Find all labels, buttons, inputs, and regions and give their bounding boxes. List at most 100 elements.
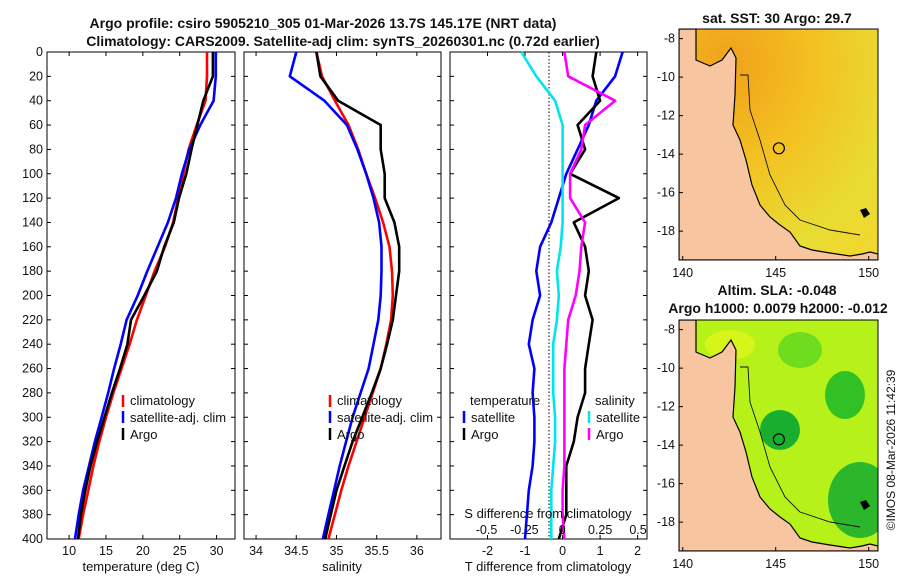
sla-map-subtitle: Argo h1000: 0.0079 h2000: -0.012 xyxy=(668,300,888,316)
sla-blob xyxy=(760,410,800,450)
legend-label-argo: Argo xyxy=(130,427,157,442)
x-tick-label: 1 xyxy=(597,544,604,558)
sst-land-mass xyxy=(679,29,878,260)
x-tick-label: 36 xyxy=(410,544,424,558)
x-tick-label: 35.5 xyxy=(365,544,389,558)
depth-tick-label: 380 xyxy=(22,508,43,522)
s-diff-tick-label: -0.5 xyxy=(476,523,498,537)
legend-label-s-satellite: satellite xyxy=(596,410,640,425)
x-tick-label: 10 xyxy=(62,544,76,558)
sst-map-lon-ticks: 140 145 150 xyxy=(672,256,879,280)
legend-title-salinity: salinity xyxy=(595,393,635,408)
legend-label-t-argo: Argo xyxy=(471,427,498,442)
x-tick-label: 0 xyxy=(559,544,566,558)
salinity-legend: climatology satellite-adj. clim Argo xyxy=(328,393,433,442)
depth-tick-label: 400 xyxy=(22,532,43,546)
sla-land-mass xyxy=(679,320,878,551)
lat-tick-label: -10 xyxy=(657,70,675,84)
lat-tick-label: -14 xyxy=(657,438,675,452)
lat-tick-label: -8 xyxy=(664,32,675,46)
x-tick-label: 34.5 xyxy=(284,544,308,558)
sla-reef-island xyxy=(860,500,870,510)
depth-tick-label: 20 xyxy=(29,69,43,83)
series-line-s-satellite xyxy=(520,51,564,539)
sst-map-title: sat. SST: 30 Argo: 29.7 xyxy=(702,10,852,26)
s-diff-tick-label: 0.5 xyxy=(629,523,646,537)
depth-tick-label: 40 xyxy=(29,94,43,108)
depth-tick-label: 0 xyxy=(36,45,43,59)
lat-tick-label: -18 xyxy=(657,224,675,238)
depth-tick-label: 200 xyxy=(22,289,43,303)
depth-tick-label: 100 xyxy=(22,167,43,181)
legend-label-satellite: satellite-adj. clim xyxy=(130,410,226,425)
credit-text: ©IMOS 08-Mar-2026 11:42:39 xyxy=(884,369,898,530)
sla-map-title: Altim. SLA: -0.048 xyxy=(717,282,836,298)
difference-depth-ticks xyxy=(450,51,647,540)
sla-map: Altim. SLA: -0.048 Argo h1000: 0.0079 h2… xyxy=(657,282,888,571)
legend-label-climatology: climatology xyxy=(337,393,403,408)
salinity-x-label: salinity xyxy=(322,559,362,574)
x-tick-label: 20 xyxy=(136,544,150,558)
sla-blob xyxy=(778,332,822,368)
series-line-climatology xyxy=(77,52,209,540)
x-tick-label: 15 xyxy=(99,544,113,558)
depth-tick-label: 60 xyxy=(29,118,43,132)
sla-blob xyxy=(825,371,865,419)
sla-blob xyxy=(828,462,878,538)
depth-tick-label: 340 xyxy=(22,459,43,473)
sla-argo-position-marker xyxy=(772,433,786,446)
depth-tick-label: 140 xyxy=(22,215,43,229)
salinity-x-ticks: 34 34.5 35 35.5 36 xyxy=(249,52,424,558)
series-line-argo xyxy=(315,51,401,540)
depth-tick-label: 180 xyxy=(22,264,43,278)
salinity-panel: 34 34.5 35 35.5 36 salinity climatology sate… xyxy=(243,51,442,574)
sst-argo-position-marker xyxy=(772,142,786,155)
sst-map-lat-ticks: -8 -10 -12 -14 -16 -18 xyxy=(657,32,683,238)
depth-tick-label: 360 xyxy=(22,483,43,497)
x-tick-label: 34 xyxy=(249,544,263,558)
lat-tick-label: -8 xyxy=(664,323,675,337)
lon-tick-label: 145 xyxy=(765,266,786,280)
sla-reef-contour xyxy=(740,366,861,528)
s-diff-tick-label: 0.25 xyxy=(588,523,612,537)
lon-tick-label: 150 xyxy=(858,557,879,571)
figure-title-line2: Climatology: CARS2009. Satellite-adj cli… xyxy=(86,33,600,49)
legend-label-t-satellite: satellite xyxy=(471,410,515,425)
depth-tick-label: 220 xyxy=(22,313,43,327)
sla-map-lat-ticks: -8 -10 -12 -14 -16 -18 xyxy=(657,323,683,529)
x-tick-label: 35 xyxy=(330,544,344,558)
sst-reef-contour xyxy=(740,74,861,236)
depth-tick-label: 120 xyxy=(22,191,43,205)
lat-tick-label: -10 xyxy=(657,361,675,375)
legend-label-satellite: satellite-adj. clim xyxy=(337,410,433,425)
series-line-s-argo xyxy=(561,51,617,540)
lon-tick-label: 140 xyxy=(672,557,693,571)
x-tick-label: -1 xyxy=(519,544,530,558)
figure-title-line1: Argo profile: csiro 5905210_305 01-Mar-2… xyxy=(90,15,557,31)
depth-tick-label: 160 xyxy=(22,240,43,254)
depth-tick-label: 80 xyxy=(29,142,43,156)
legend-label-s-argo: Argo xyxy=(596,427,623,442)
lon-tick-label: 150 xyxy=(858,266,879,280)
lat-tick-label: -12 xyxy=(657,400,675,414)
legend-label-argo: Argo xyxy=(337,427,364,442)
x-tick-label: 30 xyxy=(210,544,224,558)
lat-tick-label: -16 xyxy=(657,186,675,200)
temperature-lines xyxy=(73,52,218,540)
legend-title-temperature: temperature xyxy=(470,393,540,408)
series-line-t-argo xyxy=(557,51,621,540)
sla-map-lon-ticks: 140 145 150 xyxy=(672,547,879,571)
lat-tick-label: -18 xyxy=(657,515,675,529)
lat-tick-label: -16 xyxy=(657,477,675,491)
x-tick-label: -2 xyxy=(482,544,493,558)
series-line-satellite-adj-clim xyxy=(288,51,383,540)
depth-ticks: 0 20 40 60 80 100 120 140 160 180 200 220 240 260 280 3… xyxy=(22,45,235,546)
salinity-lines xyxy=(288,51,401,540)
depth-tick-label: 260 xyxy=(22,362,43,376)
depth-tick-label: 320 xyxy=(22,435,43,449)
t-difference-x-label: T difference from climatology xyxy=(465,559,632,574)
salinity-depth-ticks xyxy=(244,51,441,540)
lon-tick-label: 145 xyxy=(765,557,786,571)
temperature-panel: 0 20 40 60 80 100 120 140 160 180 200 220 240 260 280 3… xyxy=(22,45,236,574)
